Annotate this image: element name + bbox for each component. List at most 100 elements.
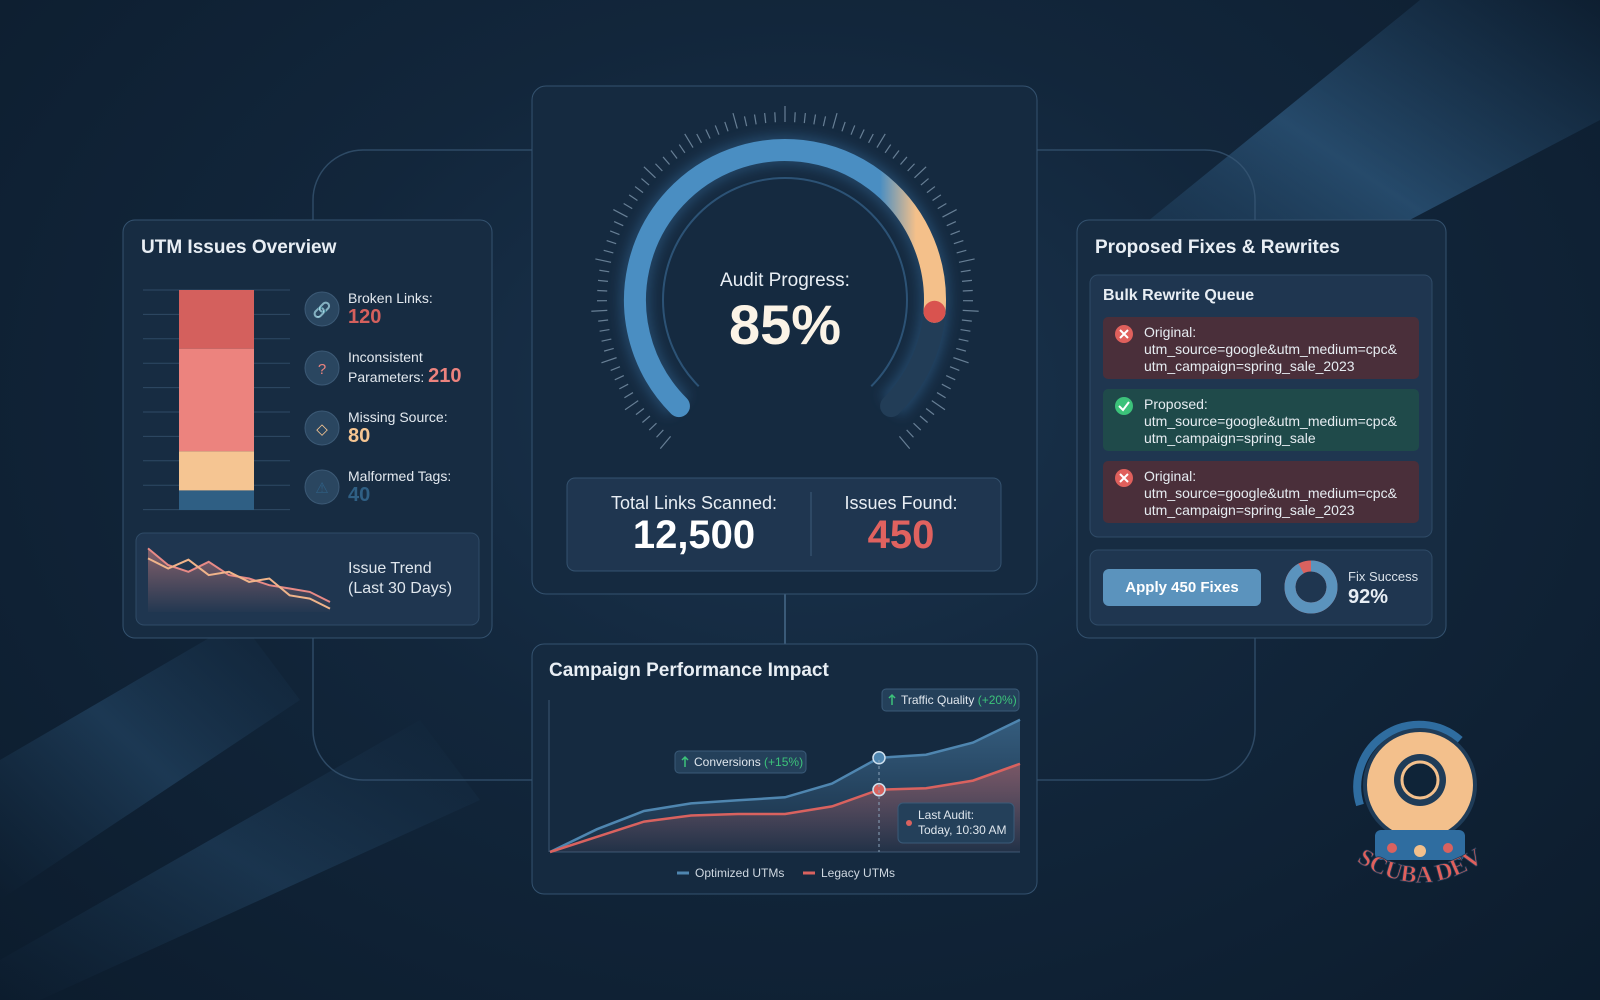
issue-label: Malformed Tags: — [348, 468, 452, 484]
gauge-tick — [659, 435, 672, 449]
gauge-tick — [946, 220, 957, 227]
issue-item: Malformed Tags: 40 — [348, 467, 483, 505]
gauge-tick — [884, 144, 892, 154]
stats-box — [566, 477, 1002, 572]
gauge-tick — [962, 289, 973, 292]
gauge-tick — [937, 202, 947, 210]
up-arrow — [888, 693, 896, 705]
gauge-tick — [950, 230, 961, 236]
gauge-tick — [900, 156, 908, 165]
gauge-tick — [641, 178, 650, 186]
gauge-tick — [956, 249, 967, 254]
gauge-tick — [714, 125, 720, 135]
annotation-delta: (+15%) — [764, 755, 803, 769]
gauge-tick — [598, 319, 609, 322]
gauge-tick — [597, 289, 608, 292]
gauge-tick — [907, 163, 915, 172]
annotation-text: Traffic Quality — [901, 693, 974, 707]
gauge-tick — [591, 309, 608, 312]
issue-value: 210 — [428, 365, 462, 387]
logo: SCUBA DEV — [1353, 720, 1488, 889]
issue-value: 40 — [348, 484, 371, 506]
gauge-tick — [813, 114, 817, 125]
fix-item — [1103, 461, 1419, 523]
gauge-tick — [624, 392, 634, 399]
fix-status-glyph — [1118, 401, 1130, 412]
gauge-tick — [960, 328, 971, 332]
gauge-tick — [603, 347, 614, 352]
annotation-delta: (+20%) — [978, 693, 1017, 707]
bar-segment — [179, 290, 254, 349]
issue-icon — [304, 469, 340, 505]
fix-item — [1103, 389, 1419, 451]
gauge-tick — [841, 121, 846, 132]
annotation: Conversions (+15%) — [694, 755, 803, 769]
gauge-tick — [926, 186, 936, 194]
gauge-tick — [613, 209, 628, 218]
last-audit-box — [897, 802, 1015, 844]
issue-icon — [304, 410, 340, 446]
gauge-tick — [803, 113, 806, 124]
last-audit-text: Today, 10:30 AM — [918, 823, 1007, 837]
last-audit-dot — [906, 820, 912, 826]
legend-label: Optimized UTMs — [695, 866, 784, 880]
gauge-tick — [794, 112, 796, 123]
fix-item — [1103, 317, 1419, 379]
gauge-tick — [956, 347, 967, 352]
gauge-tick — [643, 166, 656, 179]
gauge-tick — [832, 112, 838, 129]
issue-icon — [304, 350, 340, 386]
bar-segment — [179, 451, 254, 491]
gauge-tick — [953, 239, 964, 245]
issue-icon-glyph: ⚠ — [315, 480, 328, 497]
gauge-tick — [941, 383, 951, 390]
gauge-tick — [743, 116, 748, 127]
gauge-tick — [958, 338, 969, 342]
gauge-tick — [876, 133, 886, 148]
issue-item: Missing Source: 80 — [348, 408, 483, 446]
gauge-value: 85% — [728, 293, 842, 356]
issue-icon — [304, 291, 340, 327]
gauge-tick — [850, 125, 856, 135]
gauge-tick — [662, 156, 670, 165]
gauge-tick — [670, 150, 678, 159]
fix-line: utm_campaign=spring_sale — [1144, 430, 1316, 446]
gauge-arc — [624, 139, 946, 418]
gauge-tick — [753, 114, 757, 125]
gauge-tick — [822, 116, 827, 127]
gauge-tick — [606, 239, 617, 245]
gauge-tick — [613, 220, 624, 227]
gauge-tick — [945, 374, 956, 381]
gauge-tick — [732, 112, 738, 129]
gauge-tick — [597, 279, 609, 282]
gauge-tick — [599, 269, 610, 273]
panel-title: UTM Issues Overview — [141, 237, 337, 258]
gauge-tick — [898, 435, 911, 449]
gauge-tick — [906, 429, 914, 438]
gauge-tick — [942, 209, 957, 218]
gauge-tick — [635, 408, 645, 416]
series-line — [549, 718, 1021, 854]
gauge-tick — [678, 144, 686, 154]
gauge-tick — [925, 408, 935, 416]
apply-button[interactable] — [1103, 569, 1261, 606]
fix-status-icon — [1115, 397, 1133, 415]
audit-marker — [872, 751, 886, 765]
apply-button-label[interactable]: Apply 450 Fixes — [1125, 579, 1239, 596]
gauge-tick — [595, 258, 612, 263]
panel-title: Proposed Fixes & Rewrites — [1095, 237, 1340, 258]
gauge-tick — [949, 366, 960, 371]
annotation-box — [674, 750, 807, 774]
gauge-label: Audit Progress: — [720, 270, 850, 291]
fix-text: Original: utm_source=google&utm_medium=cp… — [1144, 468, 1397, 519]
gauge-tick — [684, 133, 694, 148]
gauge-tick — [648, 422, 657, 431]
gauge-tick — [961, 319, 972, 322]
gauge-tick — [859, 129, 865, 139]
gauge-tick — [656, 429, 664, 438]
gauge-tick — [932, 194, 942, 201]
gauge-tick — [614, 374, 625, 381]
issue-icon-glyph: ◇ — [316, 421, 328, 438]
fix-line: utm_source=google&utm_medium=cpc& — [1144, 485, 1397, 501]
queue-title: Bulk Rewrite Queue — [1103, 287, 1255, 304]
